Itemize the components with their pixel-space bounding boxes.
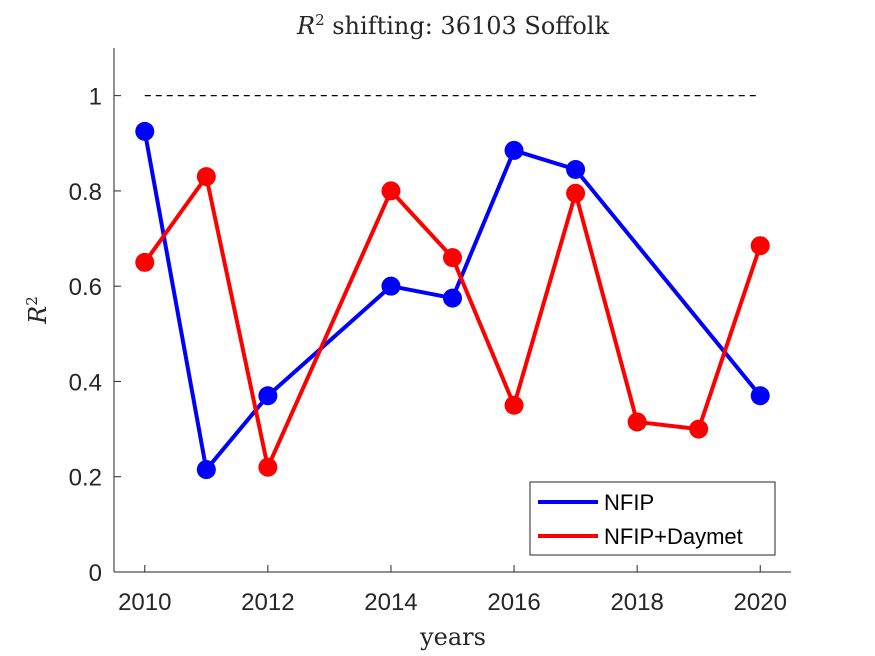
chart-title-variable: R xyxy=(296,12,315,40)
data-point-nfip xyxy=(750,386,770,406)
x-tick-label: 2014 xyxy=(364,589,417,616)
legend-box xyxy=(529,481,776,556)
y-tick-label: 1 xyxy=(89,84,102,111)
series-line-nfip-daymet xyxy=(143,174,763,470)
tick-layer: 2010 2012 2014 2016 2018 2020 0 0.2 0.4 0.6 0.8 1 xyxy=(69,84,787,616)
data-point-nfip xyxy=(566,159,586,179)
x-tick-label: 2018 xyxy=(610,589,663,616)
series-nfip xyxy=(135,121,770,480)
chart-title: R2 shifting: 36103 Soffolk xyxy=(296,11,609,40)
data-point-nfip xyxy=(135,121,155,141)
legend-label-nfip-daymet: NFIP+Daymet xyxy=(604,524,743,549)
y-tick-label: 0.4 xyxy=(69,369,102,396)
x-tick-label: 2020 xyxy=(734,589,787,616)
y-axis-label-variable: R xyxy=(24,306,52,325)
y-tick-label: 0.6 xyxy=(69,274,102,301)
data-point-nfip-daymet xyxy=(750,236,770,256)
data-point-nfip-daymet xyxy=(381,181,401,201)
data-point-nfip-daymet xyxy=(443,248,462,268)
x-axis-label: years xyxy=(419,623,486,651)
data-point-nfip-daymet xyxy=(566,183,586,203)
data-point-nfip xyxy=(443,288,462,308)
series-layer xyxy=(135,121,770,480)
data-point-nfip xyxy=(381,276,401,296)
data-point-nfip-daymet xyxy=(258,457,278,477)
x-tick-label: 2012 xyxy=(241,589,294,616)
data-point-nfip xyxy=(504,140,524,160)
data-point-nfip-daymet xyxy=(135,252,155,272)
data-point-nfip-daymet xyxy=(627,412,647,432)
data-point-nfip xyxy=(258,386,278,406)
series-line-nfip xyxy=(142,131,762,472)
y-tick-label: 0.2 xyxy=(69,465,102,492)
y-axis-label: R2 xyxy=(23,296,52,325)
y-tick-label: 0.8 xyxy=(69,179,102,206)
series-nfip-daymet xyxy=(135,167,770,477)
chart-title-superscript: 2 xyxy=(315,11,325,29)
x-tick-label: 2016 xyxy=(487,589,540,616)
y-tick-label: 0 xyxy=(89,560,102,587)
y-axis-label-superscript: 2 xyxy=(23,296,41,306)
data-point-nfip-daymet xyxy=(689,419,709,439)
data-point-nfip-daymet xyxy=(196,167,216,187)
chart-title-text: shifting: 36103 Soffolk xyxy=(325,12,610,40)
data-point-nfip xyxy=(196,460,216,480)
legend: NFIP NFIP+Daymet xyxy=(529,481,776,556)
data-point-nfip-daymet xyxy=(504,395,524,415)
x-tick-label: 2010 xyxy=(118,589,171,616)
axes xyxy=(113,48,791,573)
legend-label-nfip: NFIP xyxy=(604,490,654,515)
